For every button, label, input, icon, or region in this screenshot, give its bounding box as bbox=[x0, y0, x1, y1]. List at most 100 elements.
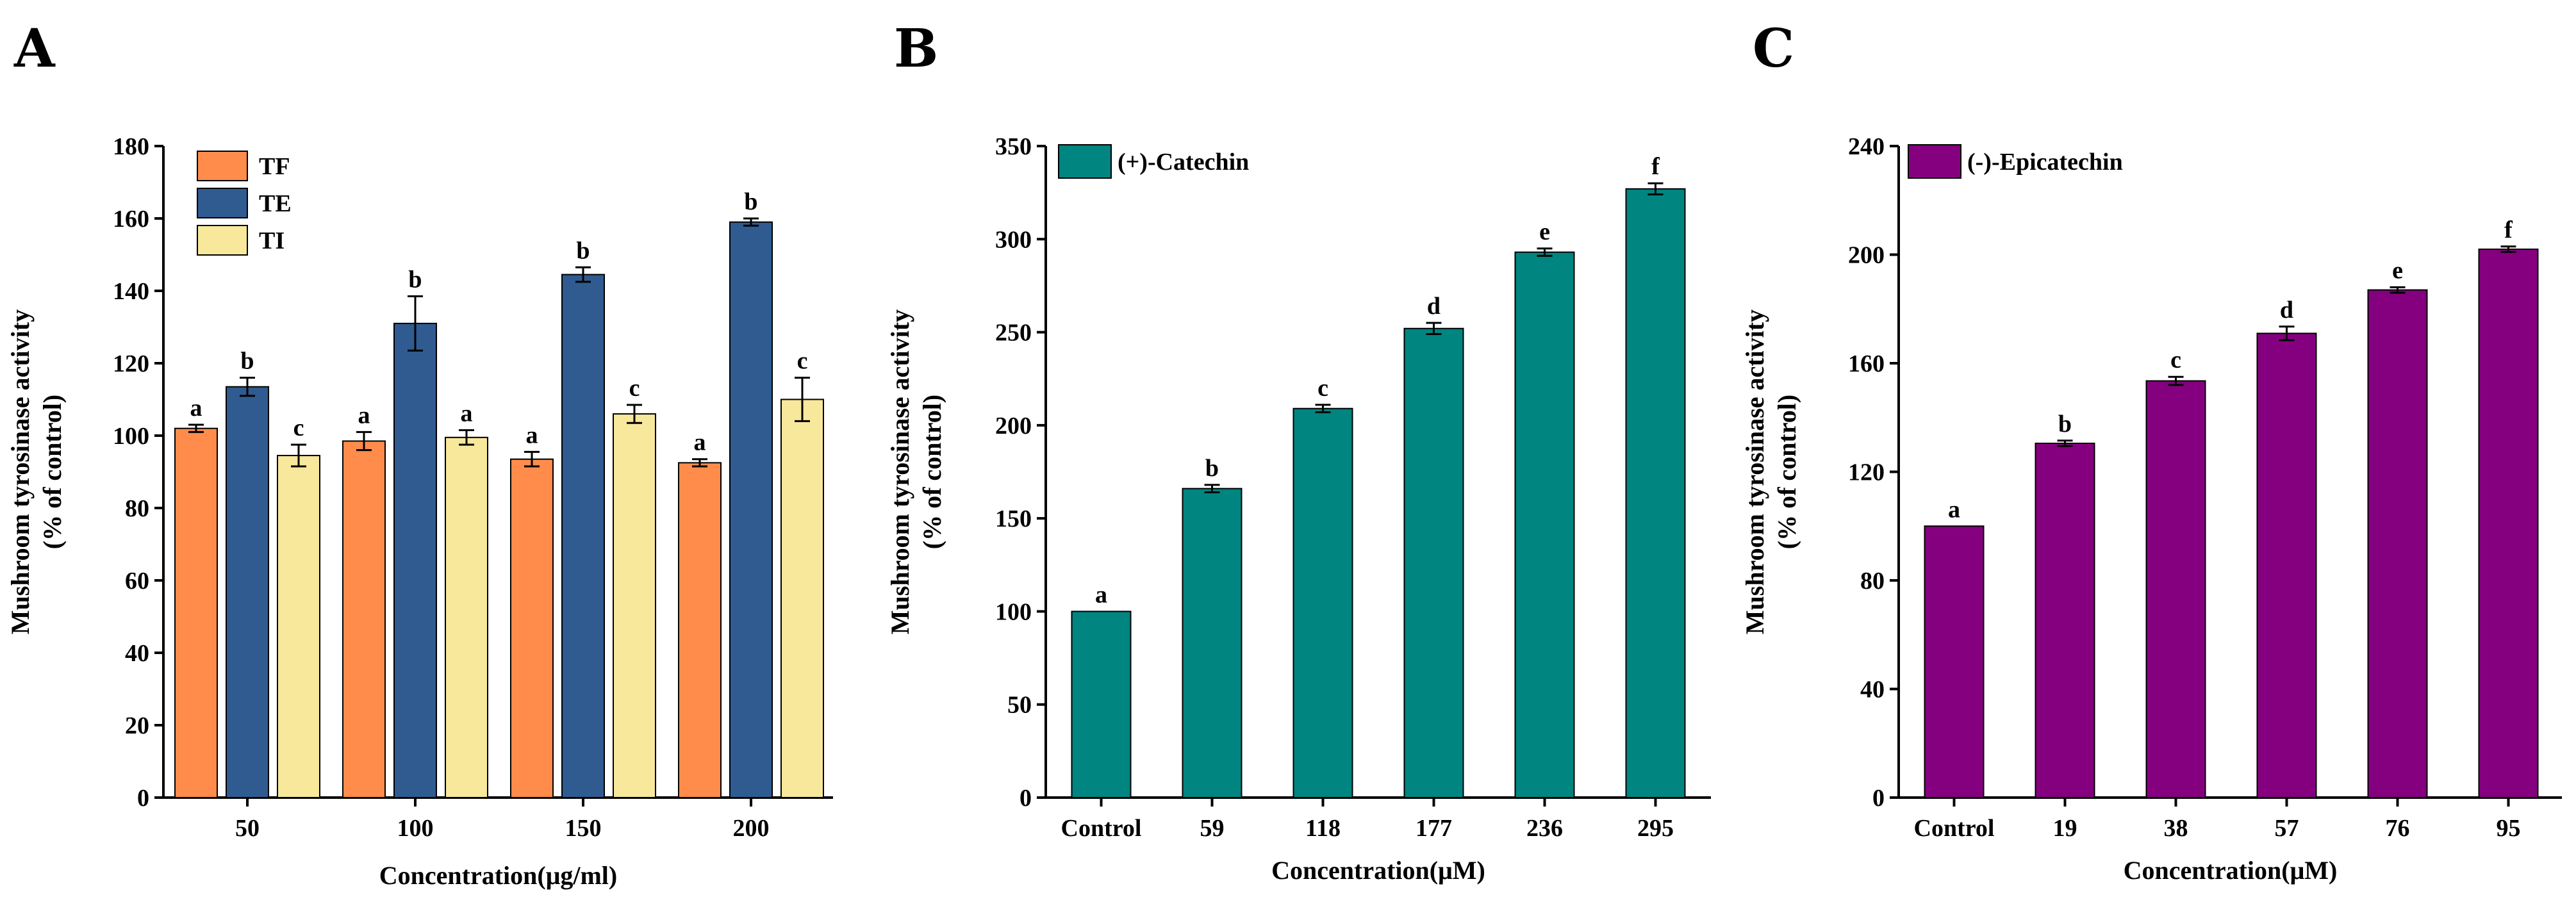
significance-label: a bbox=[358, 402, 370, 429]
y-tick-label: 160 bbox=[113, 206, 149, 233]
y-tick-label: 0 bbox=[1872, 785, 1885, 812]
y-tick-label: 80 bbox=[125, 495, 149, 522]
legend-label: (-)-Epicatechin bbox=[1967, 149, 2123, 176]
x-axis-title: Concentration(μM) bbox=[2124, 856, 2338, 885]
x-tick-label: 50 bbox=[235, 815, 260, 842]
legend-label: TI bbox=[259, 227, 285, 254]
y-tick-label: 140 bbox=[113, 278, 149, 305]
x-tick-label: 19 bbox=[2053, 815, 2077, 842]
significance-label: e bbox=[2392, 257, 2403, 284]
significance-label: f bbox=[2504, 217, 2513, 243]
y-axis-title: Mushroom tyrosinase activity bbox=[886, 309, 914, 634]
y-tick-label: 250 bbox=[995, 320, 1032, 347]
significance-label: d bbox=[1427, 293, 1441, 320]
bar bbox=[1292, 407, 1353, 798]
legend-swatch bbox=[1908, 144, 1961, 179]
y-tick-label: 40 bbox=[1860, 676, 1885, 703]
y-tick-label: 350 bbox=[995, 133, 1032, 160]
y-tick-label: 50 bbox=[1007, 692, 1032, 719]
significance-label: b bbox=[1205, 455, 1219, 482]
significance-label: b bbox=[240, 348, 254, 375]
y-axis-title: Mushroom tyrosinase activity bbox=[1740, 309, 1769, 634]
bar bbox=[561, 274, 605, 798]
significance-label: a bbox=[526, 422, 538, 448]
bar bbox=[1403, 327, 1464, 798]
bar bbox=[1071, 611, 1132, 799]
significance-label: b bbox=[408, 266, 422, 293]
y-tick-label: 60 bbox=[125, 568, 149, 594]
significance-label: b bbox=[744, 188, 757, 215]
y-tick-label: 200 bbox=[1848, 242, 1885, 269]
y-tick-label: 0 bbox=[1020, 785, 1032, 812]
legend-label: (+)-Catechin bbox=[1118, 149, 1249, 176]
panel-letter-a: A bbox=[13, 18, 56, 79]
bar bbox=[2367, 289, 2428, 798]
chart-panel-c: 0 40 80 120 160 200 240 Control a 19 b 38 c 57 d 76 e 95 f… bbox=[1740, 133, 2562, 885]
y-tick-label: 80 bbox=[1860, 568, 1885, 594]
bar bbox=[174, 427, 218, 798]
significance-label: b bbox=[2058, 411, 2072, 438]
chart-panel-b: 0 50 100 150 200 250 300 350 Control a 59 b 118 c 177 d… bbox=[886, 133, 1711, 885]
x-tick-label: 150 bbox=[565, 815, 602, 842]
significance-label: a bbox=[1095, 581, 1107, 608]
bar bbox=[342, 440, 386, 798]
y-axis-title: (% of control) bbox=[918, 395, 946, 549]
bar bbox=[1182, 488, 1243, 798]
bar bbox=[2145, 380, 2206, 798]
bar bbox=[510, 458, 554, 798]
bar bbox=[445, 436, 488, 798]
x-tick-label: Control bbox=[1914, 815, 1995, 842]
x-tick-label: 295 bbox=[1637, 815, 1674, 842]
significance-label: c bbox=[2170, 347, 2181, 373]
bar bbox=[2478, 249, 2539, 798]
bar bbox=[1924, 525, 1985, 798]
x-tick-label: 95 bbox=[2497, 815, 2521, 842]
legend-swatch bbox=[1058, 144, 1112, 179]
bar bbox=[1514, 251, 1575, 798]
chart-panel-a: 0 20 40 60 80 100 120 140 160 180 50 a b c 100 a b a 150 a b… bbox=[6, 133, 833, 890]
significance-label: c bbox=[797, 348, 808, 375]
legend-label: TE bbox=[259, 190, 292, 217]
x-tick-label: 118 bbox=[1305, 815, 1341, 842]
bar bbox=[226, 386, 269, 798]
bar bbox=[678, 462, 722, 798]
x-tick-label: 59 bbox=[1200, 815, 1225, 842]
legend-label: TF bbox=[259, 153, 290, 180]
y-axis-title: (% of control) bbox=[38, 395, 67, 549]
y-axis-title: (% of control) bbox=[1772, 395, 1801, 549]
bar bbox=[2035, 443, 2095, 798]
bar bbox=[613, 413, 656, 798]
y-tick-label: 150 bbox=[995, 505, 1032, 532]
significance-label: c bbox=[293, 414, 304, 441]
y-tick-label: 180 bbox=[113, 133, 149, 160]
x-tick-label: 100 bbox=[397, 815, 434, 842]
bar bbox=[729, 221, 773, 798]
significance-label: a bbox=[1948, 496, 1960, 523]
legend-swatch bbox=[197, 225, 248, 256]
y-tick-label: 160 bbox=[1848, 350, 1885, 377]
bar bbox=[1625, 188, 1686, 798]
x-tick-label: Control bbox=[1061, 815, 1142, 842]
significance-label: c bbox=[1317, 375, 1328, 402]
significance-label: b bbox=[576, 237, 590, 264]
y-tick-label: 40 bbox=[125, 640, 149, 667]
y-axis-title: Mushroom tyrosinase activity bbox=[6, 309, 35, 634]
y-tick-label: 120 bbox=[1848, 459, 1885, 486]
panel-letter-c: C bbox=[1753, 18, 1794, 79]
significance-label: a bbox=[694, 429, 706, 456]
significance-label: c bbox=[629, 375, 640, 402]
y-tick-label: 200 bbox=[995, 413, 1032, 439]
x-axis-title: Concentration(μg/ml) bbox=[379, 861, 618, 890]
legend-swatch bbox=[197, 188, 248, 218]
bar bbox=[2256, 332, 2317, 798]
y-tick-label: 120 bbox=[113, 350, 149, 377]
y-tick-label: 20 bbox=[125, 712, 149, 739]
significance-label: f bbox=[1651, 153, 1660, 180]
y-tick-label: 300 bbox=[995, 226, 1032, 253]
panel-letter-b: B bbox=[894, 18, 938, 79]
significance-label: e bbox=[1539, 218, 1550, 245]
x-tick-label: 200 bbox=[733, 815, 770, 842]
x-tick-label: 76 bbox=[2386, 815, 2410, 842]
significance-label: a bbox=[190, 395, 202, 422]
